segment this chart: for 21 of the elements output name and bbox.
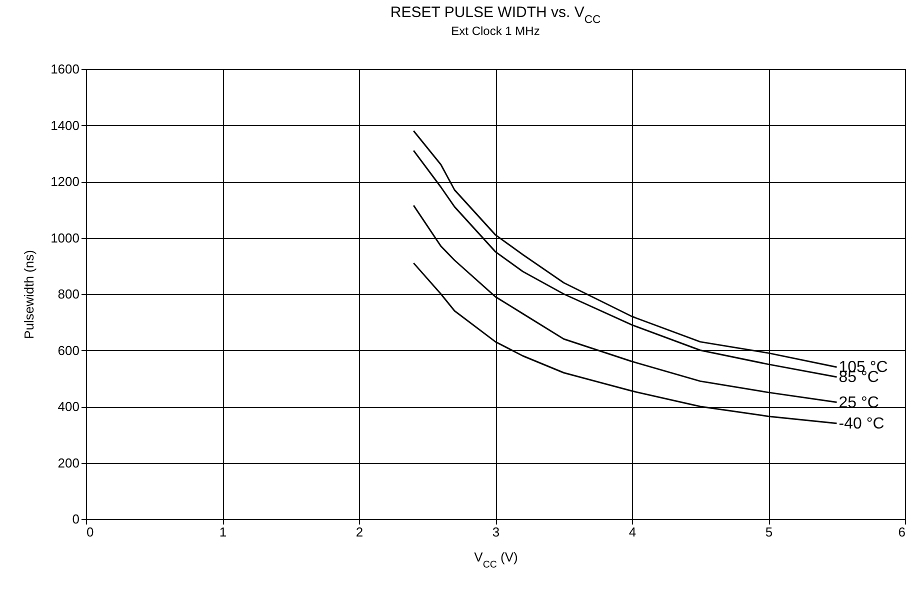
y-axis-title: Pulsewidth (ns): [22, 250, 37, 339]
x-axis-title: V$_{CC}$ (V): [474, 550, 518, 570]
x-tick-label: 4: [628, 524, 636, 540]
y-tick-label: 0: [72, 512, 80, 526]
chart-subtitle: Ext Clock 1 MHz: [451, 24, 540, 38]
y-tick-label: 1000: [50, 230, 80, 246]
x-tick-label: 6: [898, 524, 906, 540]
chart-title: RESET PULSE WIDTH vs. V$_{CC}$: [390, 4, 601, 26]
y-tick-label: 200: [58, 455, 80, 470]
series-label: -40 °C: [838, 415, 884, 432]
x-tick-label: 1: [219, 524, 227, 540]
y-tick-label: 1400: [50, 118, 80, 133]
x-tick-label: 0: [86, 524, 94, 540]
x-tick-label: 2: [356, 524, 364, 540]
y-tick-label: 400: [58, 399, 80, 414]
y-tick-label: 800: [58, 286, 80, 302]
x-tick-label: 3: [492, 524, 500, 540]
x-tick-label: 5: [765, 524, 773, 540]
y-tick-label: 1200: [50, 174, 80, 189]
y-tick-label: 600: [58, 342, 80, 358]
y-tick-label: 1600: [50, 62, 80, 76]
